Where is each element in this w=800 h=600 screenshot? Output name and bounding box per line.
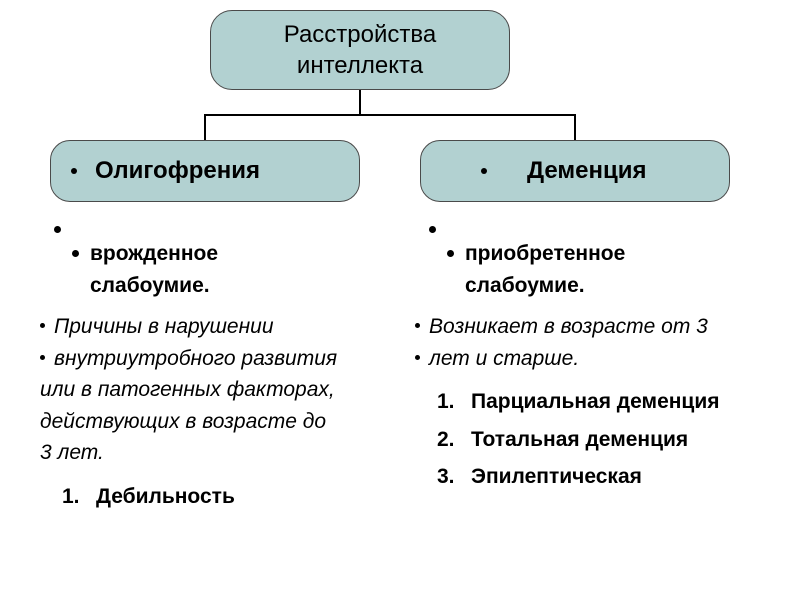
- bullet-icon: [415, 220, 785, 238]
- left-def-l1: врожденное: [90, 242, 218, 265]
- child-node-oligophrenia: Олигофрения: [50, 140, 360, 202]
- left-cause-l2: внутриутробного развития: [54, 347, 337, 370]
- bullet-icon: [40, 355, 45, 360]
- right-numbered-list: 1. Парциальная деменция 2. Тотальная дем…: [415, 386, 785, 493]
- root-title-line1: Расстройства: [284, 19, 436, 50]
- left-definition: врожденное слабоумие.: [40, 238, 410, 301]
- list-number: 1.: [62, 481, 82, 513]
- bullet-icon: [40, 220, 410, 238]
- list-label: Эпилептическая: [471, 461, 642, 493]
- list-item: 3. Эпилептическая: [415, 461, 785, 493]
- list-number: 2.: [437, 424, 457, 456]
- bullet-icon: [415, 355, 420, 360]
- bullet-icon: [447, 250, 454, 257]
- right-def-l1: приобретенное: [465, 242, 625, 265]
- connector-horizontal: [204, 114, 576, 116]
- list-item: 1. Дебильность: [40, 481, 410, 513]
- list-item: 1. Парциальная деменция: [415, 386, 785, 418]
- child-title-right: Деменция: [527, 157, 647, 185]
- bullet-icon: [71, 168, 77, 174]
- right-cause-l2: лет и старше.: [429, 347, 579, 370]
- child-title-left: Олигофрения: [95, 157, 260, 185]
- left-numbered-list: 1. Дебильность: [40, 481, 410, 513]
- bullet-icon: [72, 250, 79, 257]
- connector-vertical-root: [359, 90, 361, 114]
- connector-vertical-right: [574, 114, 576, 140]
- list-label: Дебильность: [96, 481, 235, 513]
- right-column: приобретенное слабоумие. Возникает в воз…: [415, 220, 785, 493]
- right-definition: приобретенное слабоумие.: [415, 238, 785, 301]
- root-node: Расстройства интеллекта: [210, 10, 510, 90]
- left-causes: Причины в нарушении внутриутробного разв…: [40, 311, 410, 469]
- list-item: 2. Тотальная деменция: [415, 424, 785, 456]
- list-label: Тотальная деменция: [471, 424, 688, 456]
- bullet-icon: [415, 323, 420, 328]
- connector-vertical-left: [204, 114, 206, 140]
- left-cause-l5: 3 лет.: [40, 441, 104, 464]
- left-cause-l4: действующих в возрасте до: [40, 410, 326, 433]
- right-def-l2: слабоумие.: [465, 274, 585, 297]
- left-column: врожденное слабоумие. Причины в нарушени…: [40, 220, 410, 512]
- left-cause-l3: или в патогенных факторах,: [40, 378, 335, 401]
- left-cause-l1: Причины в нарушении: [54, 315, 274, 338]
- bullet-icon: [481, 168, 487, 174]
- child-node-dementia: Деменция: [420, 140, 730, 202]
- bullet-icon: [40, 323, 45, 328]
- right-causes: Возникает в возрасте от 3 лет и старше.: [415, 311, 785, 374]
- root-title-line2: интеллекта: [297, 50, 423, 81]
- list-label: Парциальная деменция: [471, 386, 720, 418]
- list-number: 1.: [437, 386, 457, 418]
- list-number: 3.: [437, 461, 457, 493]
- right-cause-l1: Возникает в возрасте от 3: [429, 315, 708, 338]
- left-def-l2: слабоумие.: [90, 274, 210, 297]
